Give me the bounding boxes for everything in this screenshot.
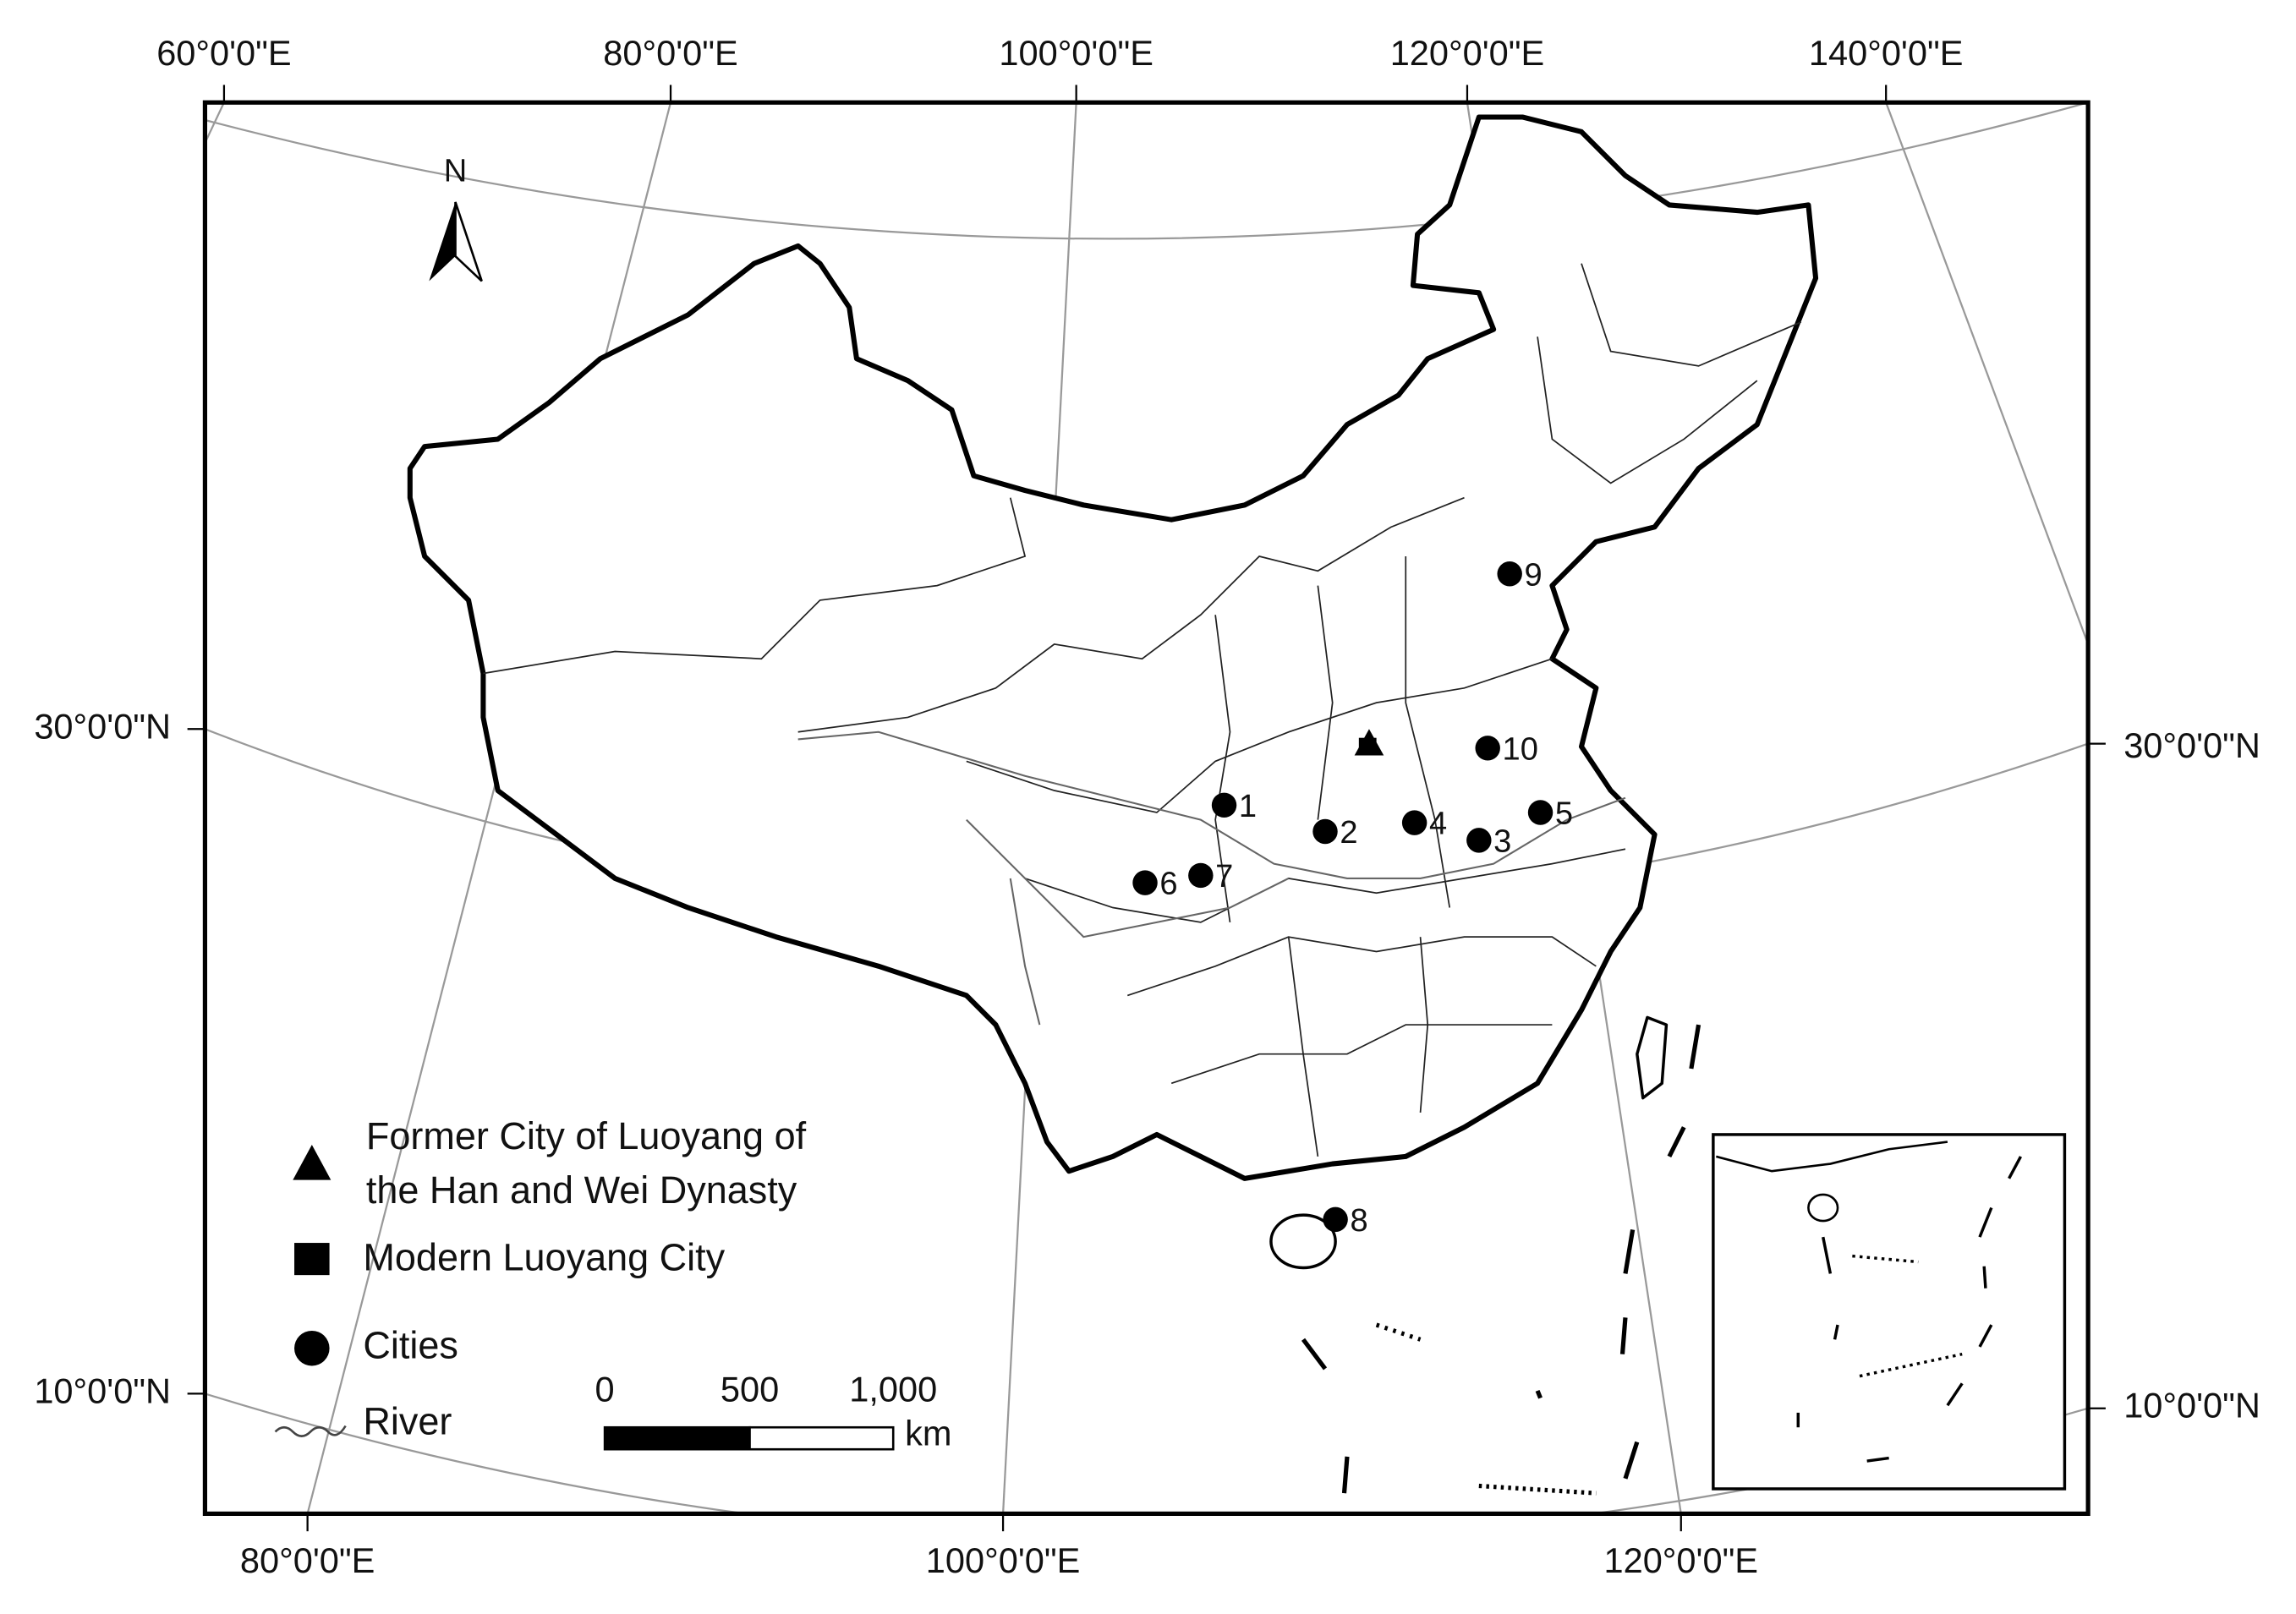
- province-borders: [483, 263, 1802, 1157]
- graticule-label: 30°0'0"N: [2123, 725, 2260, 765]
- graticule-label: 30°0'0"N: [34, 706, 171, 746]
- country-border: [407, 114, 1819, 1181]
- legend-label: Cities: [363, 1324, 458, 1367]
- city-label: 7: [1215, 859, 1233, 895]
- graticule-label: 60°0'0"E: [156, 33, 291, 73]
- legend: Former City of Luoyang of the Han and We…: [274, 1114, 807, 1443]
- legend-label: the Han and Wei Dynasty: [366, 1168, 797, 1212]
- scale-bar: 0 500 1,000 km: [595, 1370, 952, 1453]
- meridian: [1885, 102, 2089, 645]
- scale-unit: km: [905, 1414, 951, 1453]
- rivers: [797, 730, 1626, 1026]
- graticule-label: 10°0'0"N: [2123, 1386, 2260, 1425]
- north-arrow: N: [429, 153, 483, 282]
- graticule-label: 80°0'0"E: [240, 1540, 375, 1580]
- city-marker: [1132, 870, 1158, 895]
- graticule-ticks: [187, 85, 2106, 1532]
- city-marker: [1312, 818, 1338, 845]
- city-label: 6: [1159, 867, 1177, 902]
- city-label: 5: [1555, 796, 1573, 832]
- city-marker: [1401, 810, 1427, 835]
- graticule-label: 120°0'0"E: [1603, 1540, 1758, 1580]
- graticule-label: 140°0'0"E: [1809, 33, 1964, 73]
- legend-river: [274, 1425, 347, 1437]
- graticule-label: 100°0'0"E: [926, 1540, 1081, 1580]
- legend-label: Former City of Luoyang of: [366, 1114, 807, 1157]
- hainan: [1269, 1213, 1337, 1270]
- china: [407, 114, 1819, 1496]
- islands: [1301, 1024, 1701, 1496]
- legend-square: [294, 1243, 330, 1276]
- city-marker: [1475, 736, 1500, 761]
- meridian: [306, 102, 672, 1514]
- city-marker: [1323, 1206, 1348, 1233]
- legend-triangle: [293, 1145, 332, 1180]
- inset: [1712, 1133, 2067, 1491]
- legend-circle: [294, 1330, 330, 1366]
- north-label: N: [444, 153, 468, 189]
- scale-label: 500: [721, 1370, 779, 1409]
- city-label: 2: [1340, 815, 1357, 851]
- city-label: 3: [1493, 823, 1511, 859]
- city-label: 10: [1503, 731, 1538, 767]
- graticule-label: 80°0'0"E: [603, 33, 737, 73]
- city-label: 4: [1429, 807, 1447, 842]
- meridian: [205, 102, 225, 145]
- city-label: 8: [1350, 1203, 1367, 1239]
- graticule-label: 120°0'0"E: [1390, 33, 1545, 73]
- city-label: 1: [1239, 789, 1257, 824]
- graticule-label: 10°0'0"N: [34, 1371, 171, 1410]
- scale-label: 1,000: [849, 1370, 937, 1409]
- parallel: [205, 102, 2089, 240]
- modern-city-marker: [1358, 737, 1377, 756]
- city-marker: [1188, 862, 1214, 889]
- taiwan: [1636, 1015, 1669, 1100]
- site-markers: 1 2 3 4 5 6 7 8 9 10: [1132, 557, 1573, 1239]
- city-marker: [1466, 828, 1492, 853]
- city-label: 9: [1524, 557, 1542, 593]
- city-marker: [1497, 561, 1522, 587]
- map-frame: [202, 100, 2091, 1516]
- legend-label: River: [363, 1400, 452, 1443]
- legend-label: Modern Luoyang City: [363, 1236, 725, 1279]
- scale-label: 0: [595, 1370, 615, 1409]
- graticule-label: 100°0'0"E: [999, 33, 1153, 73]
- city-marker: [1211, 792, 1237, 818]
- city-marker: [1527, 800, 1553, 825]
